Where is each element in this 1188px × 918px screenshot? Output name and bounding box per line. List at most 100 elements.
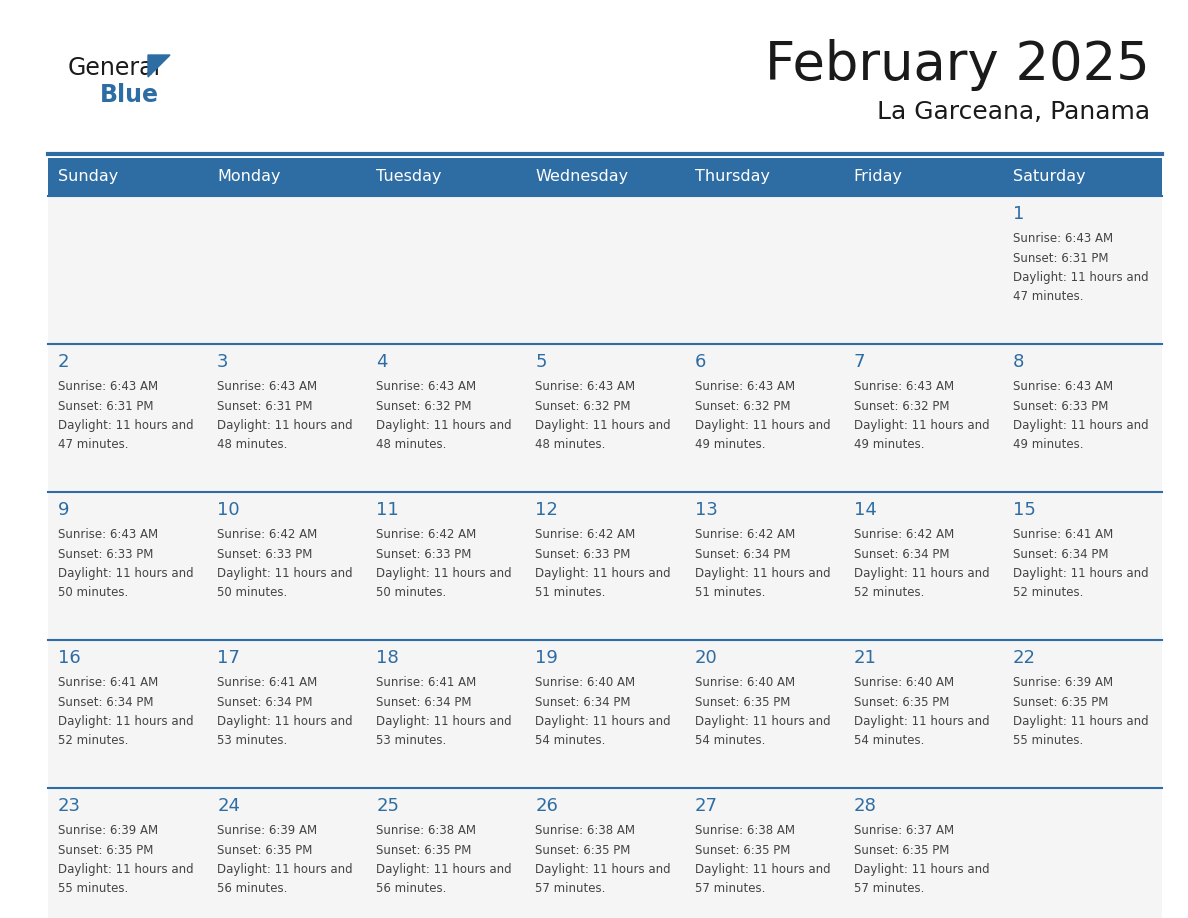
Text: Sunrise: 6:39 AM: Sunrise: 6:39 AM [58,823,158,836]
Text: Sunset: 6:32 PM: Sunset: 6:32 PM [536,399,631,412]
Text: 23: 23 [58,797,81,815]
Text: Friday: Friday [854,170,903,185]
Text: 10: 10 [217,501,240,519]
Text: Daylight: 11 hours and: Daylight: 11 hours and [536,715,671,729]
Text: 21: 21 [854,649,877,667]
Text: Sunset: 6:35 PM: Sunset: 6:35 PM [1013,696,1108,709]
Text: Sunrise: 6:40 AM: Sunrise: 6:40 AM [695,676,795,688]
Text: Daylight: 11 hours and: Daylight: 11 hours and [854,864,990,877]
Text: General: General [68,56,162,80]
Text: 51 minutes.: 51 minutes. [695,586,765,599]
Text: Sunset: 6:34 PM: Sunset: 6:34 PM [58,696,153,709]
Text: 5: 5 [536,353,546,371]
Text: Daylight: 11 hours and: Daylight: 11 hours and [695,567,830,580]
Text: 13: 13 [695,501,718,519]
Text: Sunset: 6:35 PM: Sunset: 6:35 PM [695,844,790,856]
Text: 56 minutes.: 56 minutes. [377,881,447,894]
Text: Daylight: 11 hours and: Daylight: 11 hours and [854,420,990,432]
Text: Sunrise: 6:43 AM: Sunrise: 6:43 AM [854,379,954,393]
Text: Sunset: 6:33 PM: Sunset: 6:33 PM [377,547,472,561]
Text: 54 minutes.: 54 minutes. [536,733,606,746]
Text: Sunrise: 6:41 AM: Sunrise: 6:41 AM [217,676,317,688]
Text: Sunrise: 6:41 AM: Sunrise: 6:41 AM [58,676,158,688]
Text: Daylight: 11 hours and: Daylight: 11 hours and [1013,715,1149,729]
Text: 52 minutes.: 52 minutes. [854,586,924,599]
Text: Daylight: 11 hours and: Daylight: 11 hours and [536,420,671,432]
Text: Sunrise: 6:43 AM: Sunrise: 6:43 AM [1013,379,1113,393]
Text: Sunrise: 6:43 AM: Sunrise: 6:43 AM [217,379,317,393]
Text: Sunrise: 6:39 AM: Sunrise: 6:39 AM [1013,676,1113,688]
Text: 50 minutes.: 50 minutes. [217,586,287,599]
Text: Sunset: 6:33 PM: Sunset: 6:33 PM [217,547,312,561]
Text: Daylight: 11 hours and: Daylight: 11 hours and [536,864,671,877]
Text: 54 minutes.: 54 minutes. [695,733,765,746]
Text: 24: 24 [217,797,240,815]
Text: Sunset: 6:34 PM: Sunset: 6:34 PM [536,696,631,709]
Text: 12: 12 [536,501,558,519]
Text: 3: 3 [217,353,228,371]
Text: Sunrise: 6:38 AM: Sunrise: 6:38 AM [377,823,476,836]
Text: Sunrise: 6:43 AM: Sunrise: 6:43 AM [58,528,158,541]
Text: 14: 14 [854,501,877,519]
Text: 49 minutes.: 49 minutes. [1013,438,1083,451]
Text: Daylight: 11 hours and: Daylight: 11 hours and [377,864,512,877]
Text: 47 minutes.: 47 minutes. [1013,289,1083,303]
Text: Daylight: 11 hours and: Daylight: 11 hours and [1013,272,1149,285]
Text: 49 minutes.: 49 minutes. [695,438,765,451]
Text: 7: 7 [854,353,865,371]
Text: Sunrise: 6:38 AM: Sunrise: 6:38 AM [695,823,795,836]
Text: 56 minutes.: 56 minutes. [217,881,287,894]
Text: 28: 28 [854,797,877,815]
Text: Daylight: 11 hours and: Daylight: 11 hours and [1013,420,1149,432]
Text: Sunset: 6:34 PM: Sunset: 6:34 PM [217,696,312,709]
Text: Sunset: 6:32 PM: Sunset: 6:32 PM [377,399,472,412]
Text: Sunrise: 6:41 AM: Sunrise: 6:41 AM [377,676,476,688]
Text: Sunset: 6:33 PM: Sunset: 6:33 PM [536,547,631,561]
Text: Daylight: 11 hours and: Daylight: 11 hours and [695,864,830,877]
Text: 18: 18 [377,649,399,667]
Text: Sunrise: 6:43 AM: Sunrise: 6:43 AM [695,379,795,393]
Text: Sunset: 6:34 PM: Sunset: 6:34 PM [377,696,472,709]
Text: Daylight: 11 hours and: Daylight: 11 hours and [217,864,353,877]
Text: Sunrise: 6:37 AM: Sunrise: 6:37 AM [854,823,954,836]
Text: 4: 4 [377,353,387,371]
Text: Saturday: Saturday [1013,170,1086,185]
Text: Daylight: 11 hours and: Daylight: 11 hours and [377,420,512,432]
Text: 11: 11 [377,501,399,519]
Text: Daylight: 11 hours and: Daylight: 11 hours and [377,715,512,729]
Text: 2: 2 [58,353,70,371]
Text: Daylight: 11 hours and: Daylight: 11 hours and [377,567,512,580]
Text: February 2025: February 2025 [765,39,1150,91]
Text: Sunrise: 6:41 AM: Sunrise: 6:41 AM [1013,528,1113,541]
Text: 53 minutes.: 53 minutes. [217,733,287,746]
Text: Daylight: 11 hours and: Daylight: 11 hours and [854,567,990,580]
Text: Tuesday: Tuesday [377,170,442,185]
Text: Sunset: 6:34 PM: Sunset: 6:34 PM [854,547,949,561]
Text: 15: 15 [1013,501,1036,519]
Polygon shape [148,55,170,77]
Text: Daylight: 11 hours and: Daylight: 11 hours and [695,715,830,729]
Text: Daylight: 11 hours and: Daylight: 11 hours and [58,715,194,729]
Text: 49 minutes.: 49 minutes. [854,438,924,451]
Text: Sunrise: 6:42 AM: Sunrise: 6:42 AM [536,528,636,541]
Text: Daylight: 11 hours and: Daylight: 11 hours and [217,715,353,729]
Text: 9: 9 [58,501,70,519]
Text: 57 minutes.: 57 minutes. [536,881,606,894]
Text: Daylight: 11 hours and: Daylight: 11 hours and [58,864,194,877]
Text: Sunrise: 6:38 AM: Sunrise: 6:38 AM [536,823,636,836]
Text: 8: 8 [1013,353,1024,371]
Text: 47 minutes.: 47 minutes. [58,438,128,451]
Text: Sunrise: 6:42 AM: Sunrise: 6:42 AM [217,528,317,541]
Text: 27: 27 [695,797,718,815]
Text: 19: 19 [536,649,558,667]
Text: Sunset: 6:32 PM: Sunset: 6:32 PM [695,399,790,412]
Text: Sunset: 6:35 PM: Sunset: 6:35 PM [854,844,949,856]
Text: Sunset: 6:31 PM: Sunset: 6:31 PM [217,399,312,412]
Text: Monday: Monday [217,170,280,185]
Text: Sunrise: 6:43 AM: Sunrise: 6:43 AM [58,379,158,393]
Text: Sunrise: 6:40 AM: Sunrise: 6:40 AM [854,676,954,688]
Text: Wednesday: Wednesday [536,170,628,185]
Text: Sunrise: 6:40 AM: Sunrise: 6:40 AM [536,676,636,688]
Text: Daylight: 11 hours and: Daylight: 11 hours and [536,567,671,580]
Text: Daylight: 11 hours and: Daylight: 11 hours and [58,420,194,432]
